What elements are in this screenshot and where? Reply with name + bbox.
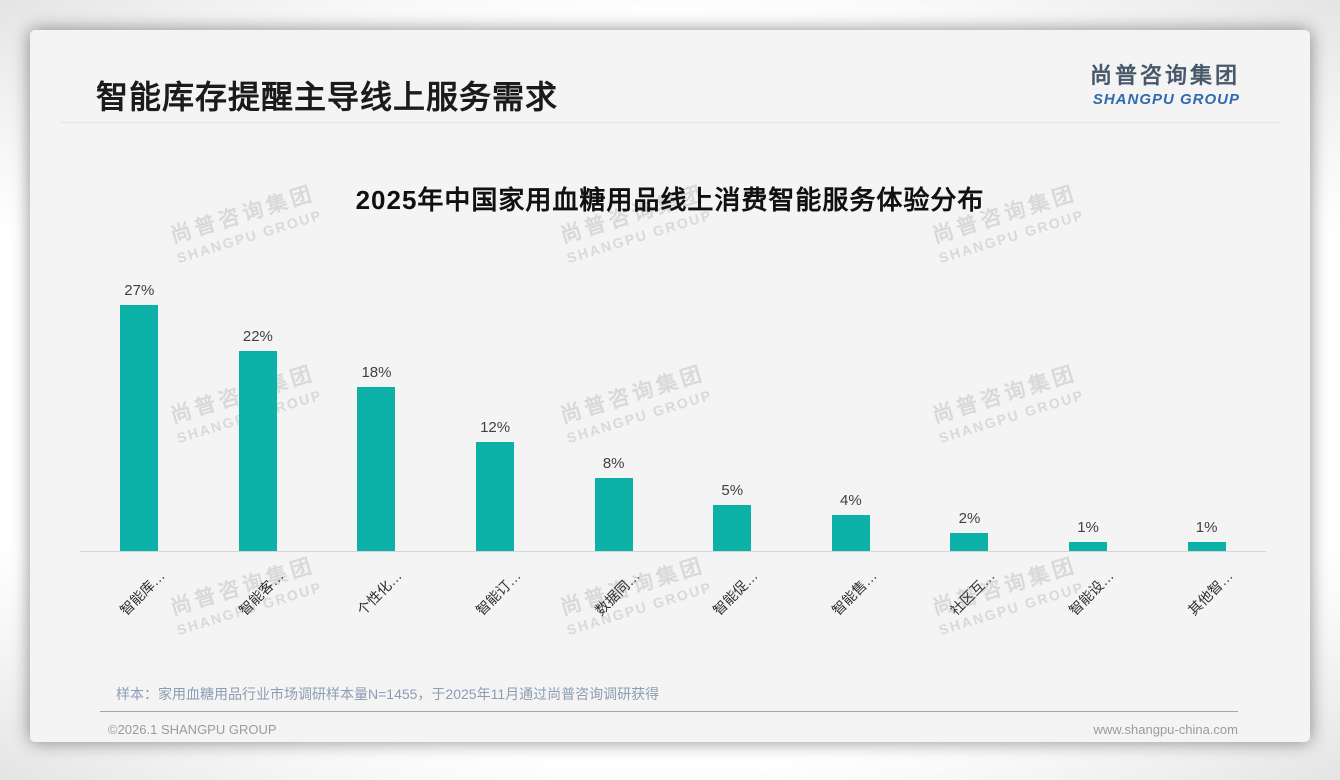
brand-logo-cn: 尚普咨询集团 <box>1089 63 1240 88</box>
footer-divider <box>100 711 1238 712</box>
bar-column: 1% <box>1147 519 1266 551</box>
bar-column: 8% <box>554 455 673 551</box>
bar-chart-plot-area: 27% 22% 18% 12% 8% 5% 4% 2% 1% 1% <box>80 255 1266 551</box>
slide: 尚普咨询集团 SHANGPU GROUP 尚普咨询集团 SHANGPU GROUP 尚普… <box>30 30 1310 742</box>
bar <box>1187 542 1226 551</box>
bar-value-label: 12% <box>480 419 511 436</box>
bar-column: 4% <box>792 492 911 551</box>
bar-chart-x-axis: 智能库… 智能客… 个性化… 智能订… 数据同… 智能促… 智能售… 社区互… 智能设… 其他智… <box>80 551 1266 651</box>
bar <box>120 305 159 551</box>
bar-column: 5% <box>673 482 792 551</box>
bar-column: 2% <box>910 510 1029 551</box>
x-tick-label: 智能促… <box>710 567 761 619</box>
bar-value-label: 5% <box>721 482 744 499</box>
bar-value-label: 18% <box>361 364 392 381</box>
bar <box>831 515 870 551</box>
x-tick-label: 智能设… <box>1065 567 1117 619</box>
x-tick-label: 智能售… <box>828 567 880 619</box>
x-tick-label: 智能订… <box>472 567 524 619</box>
bar <box>950 533 989 551</box>
bar-value-label: 8% <box>602 455 625 472</box>
brand-logo-en: SHANGPU GROUP <box>1092 91 1240 108</box>
bar <box>1069 542 1108 551</box>
bar-column: 1% <box>1029 519 1148 551</box>
bar <box>594 478 633 551</box>
bar-value-label: 22% <box>242 328 273 345</box>
header-divider <box>60 122 1280 123</box>
bar-value-label: 27% <box>124 282 155 299</box>
bar-column: 27% <box>80 282 199 551</box>
x-tick-label: 其他智… <box>1184 567 1236 619</box>
copyright-text: ©2026.1 SHANGPU GROUP <box>108 722 277 737</box>
bar-value-label: 4% <box>840 492 862 509</box>
x-tick-label: 智能客… <box>235 567 287 619</box>
bar-column: 18% <box>317 364 436 551</box>
bar-column: 12% <box>436 419 555 551</box>
bar-value-label: 1% <box>1195 519 1218 536</box>
bar <box>357 387 396 551</box>
bar-chart: 27% 22% 18% 12% 8% 5% 4% 2% 1% 1% 智能库… 智能客… 个性化… 智能订… <box>80 255 1266 651</box>
bar-value-label: 2% <box>958 510 981 527</box>
bar-column: 22% <box>199 328 318 551</box>
website-link: www.shangpu-china.com <box>1093 722 1238 737</box>
bar <box>476 442 515 551</box>
x-tick-label: 社区互… <box>947 567 999 619</box>
x-tick-label: 数据同… <box>591 567 643 619</box>
source-note: 样本：家用血糖用品行业市场调研样本量N=1455，于2025年11月通过尚普咨询… <box>116 686 660 702</box>
x-tick-label: 个性化… <box>354 567 406 619</box>
slide-footer: ©2026.1 SHANGPU GROUP www.shangpu-china.… <box>108 722 1238 737</box>
bar <box>238 351 277 551</box>
page-title: 智能库存提醒主导线上服务需求 <box>96 79 559 115</box>
brand-logo: 尚普咨询集团 SHANGPU GROUP <box>1090 58 1240 108</box>
chart-title: 2025年中国家用血糖用品线上消费智能服务体验分布 <box>355 185 985 215</box>
bar-value-label: 1% <box>1077 519 1099 536</box>
x-tick-label: 智能库… <box>117 567 169 619</box>
bar <box>713 505 752 551</box>
